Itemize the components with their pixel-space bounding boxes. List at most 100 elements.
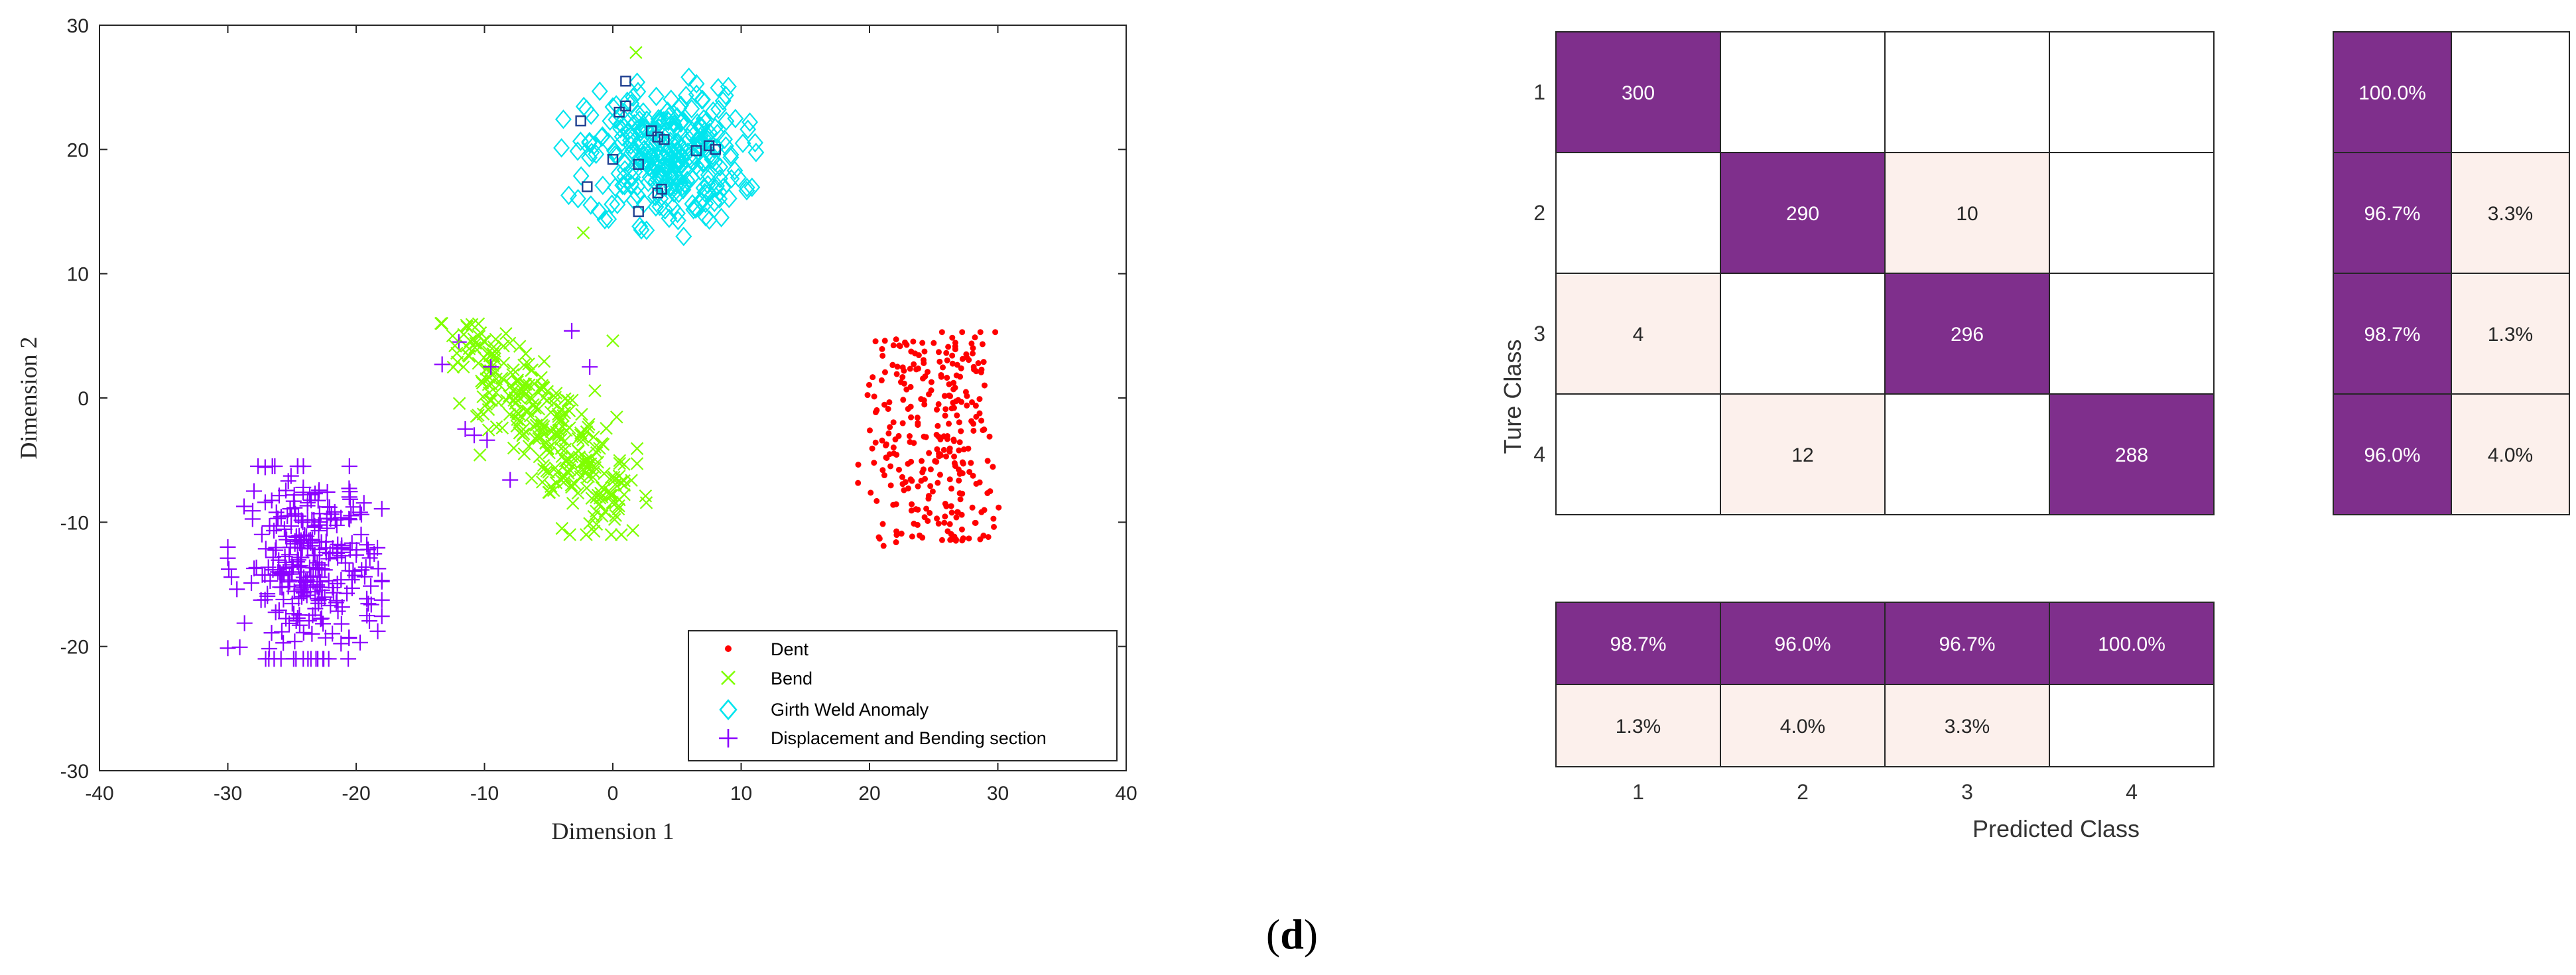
- dent-point: [938, 373, 944, 380]
- dent-point: [942, 413, 948, 419]
- displacement-point: [220, 640, 236, 657]
- dent-point: [871, 460, 877, 466]
- displacement-point: [268, 504, 285, 521]
- girth-weld-point: [716, 129, 734, 149]
- dent-point: [944, 528, 951, 535]
- bend-point: [609, 496, 622, 510]
- dent-point: [855, 462, 862, 468]
- bend-point: [517, 358, 531, 372]
- displacement-point: [257, 494, 273, 511]
- dent-point: [975, 360, 982, 367]
- y-tick-label: 30: [67, 15, 89, 37]
- dent-point: [934, 422, 941, 429]
- dent-point: [928, 379, 934, 385]
- dent-point: [920, 466, 927, 473]
- girth-weld-point: [677, 160, 694, 180]
- dent-point: [946, 476, 953, 483]
- dent-point: [944, 357, 950, 363]
- displacement-point: [293, 549, 310, 566]
- displacement-point: [270, 510, 287, 527]
- dent-point: [880, 543, 887, 549]
- displacement-point: [357, 559, 374, 576]
- girth-weld-point: [697, 207, 714, 227]
- bend-point: [517, 377, 531, 391]
- dent-point: [898, 531, 905, 537]
- bend-point: [590, 490, 603, 504]
- bend-point: [585, 491, 599, 505]
- dent-point: [970, 472, 976, 479]
- displacement-point: [295, 484, 312, 501]
- girth-weld-point: [694, 153, 711, 173]
- bend-point: [590, 517, 604, 531]
- bend-point: [435, 316, 449, 330]
- dent-point: [941, 393, 948, 399]
- girth-weld-point: [602, 111, 619, 131]
- bend-point: [535, 476, 549, 489]
- dent-point: [959, 537, 966, 544]
- displacement-point: [244, 503, 261, 519]
- dent-point: [948, 503, 954, 509]
- bend-point: [613, 454, 627, 468]
- dent-point: [893, 501, 899, 507]
- displacement-point: [236, 615, 253, 631]
- displacement-point: [373, 573, 390, 590]
- dent-point: [897, 343, 903, 350]
- dent-point: [914, 415, 921, 421]
- girth-weld-point: [651, 129, 668, 149]
- bend-point: [522, 358, 535, 371]
- dent-point: [950, 405, 957, 411]
- cm-column-summary-value: 1.3%: [1616, 716, 1661, 738]
- annotation-square-point: [633, 159, 644, 170]
- displacement-point: [311, 505, 328, 522]
- girth-weld-point: [635, 194, 653, 214]
- girth-weld-point: [713, 208, 730, 228]
- cm-row-summary-cell: [2333, 31, 2452, 153]
- displacement-point: [253, 526, 270, 543]
- dent-point: [954, 509, 961, 515]
- girth-weld-point: [609, 194, 626, 215]
- dent-point: [915, 506, 921, 513]
- girth-weld-point: [588, 144, 605, 164]
- displacement-point: [299, 497, 316, 514]
- scatter-legend: Dent Bend Girth Weld Anomaly Displacemen…: [688, 630, 1118, 761]
- girth-weld-point: [583, 143, 600, 162]
- girth-weld-point: [622, 135, 639, 155]
- bend-point: [482, 423, 495, 437]
- dent-point: [990, 464, 996, 470]
- displacement-point: [352, 504, 368, 521]
- girth-weld-point: [604, 194, 621, 214]
- displacement-point: [281, 574, 298, 590]
- displacement-point: [329, 575, 346, 592]
- dent-point: [879, 352, 886, 359]
- cm-row-tick-label: 3: [1533, 322, 1545, 346]
- dent-point: [987, 488, 994, 495]
- dent-point: [949, 360, 956, 367]
- girth-weld-point: [685, 200, 702, 220]
- displacement-point: [289, 610, 306, 626]
- cm-cell: [2049, 31, 2215, 153]
- cm-cell-value: 10: [1956, 203, 1978, 225]
- cm-column-summary-value: 98.7%: [1610, 633, 1666, 655]
- dent-point: [942, 501, 948, 507]
- girth-weld-point: [696, 182, 714, 202]
- bend-point: [503, 336, 517, 350]
- girth-weld-point: [706, 192, 723, 212]
- bend-point: [556, 409, 570, 422]
- dent-point: [925, 495, 932, 502]
- girth-weld-point: [594, 175, 612, 196]
- dent-point: [951, 460, 958, 466]
- dent-point: [936, 472, 943, 478]
- bend-point: [523, 409, 537, 422]
- girth-weld-point: [582, 195, 600, 215]
- annotation-square-point: [659, 134, 670, 145]
- dent-point: [893, 371, 900, 377]
- bend-point: [613, 456, 626, 470]
- displacement-point: [370, 560, 387, 577]
- dent-point: [932, 458, 938, 464]
- y-tick-label: 20: [67, 139, 89, 161]
- cm-cell: [2049, 273, 2215, 395]
- bend-point: [507, 393, 521, 407]
- displacement-point: [281, 547, 298, 563]
- bend-point: [472, 409, 485, 422]
- girth-weld-point: [631, 131, 649, 151]
